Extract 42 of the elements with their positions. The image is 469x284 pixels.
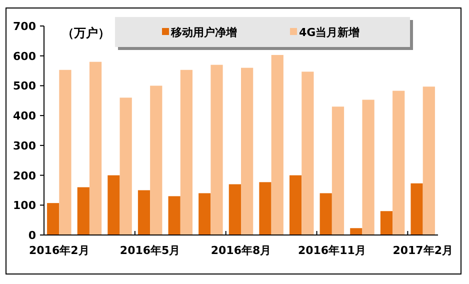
bar <box>77 187 90 235</box>
y-tick-label: 700 <box>13 20 36 33</box>
y-axis-title: （万户） <box>62 26 110 40</box>
x-tick-label: 2016年8月 <box>210 244 272 257</box>
bar <box>350 228 362 235</box>
bar <box>108 175 120 235</box>
bar <box>120 98 132 235</box>
bar <box>89 62 102 235</box>
bar <box>271 54 284 235</box>
y-tick-label: 300 <box>13 139 36 152</box>
y-tick-label: 200 <box>13 169 36 182</box>
bar <box>259 182 272 235</box>
bar <box>241 68 254 235</box>
legend-label: 移动用户净增 <box>170 26 237 39</box>
bar <box>210 64 223 235</box>
bar <box>332 106 344 235</box>
bar <box>47 203 60 235</box>
bar <box>180 70 193 235</box>
bar <box>150 86 162 235</box>
y-tick-label: 600 <box>13 50 36 63</box>
bar <box>228 184 241 235</box>
bar <box>198 193 211 235</box>
bar <box>289 175 302 235</box>
x-tick-label: 2016年5月 <box>120 244 180 257</box>
bar <box>59 70 72 235</box>
bar <box>410 183 423 235</box>
y-tick-label: 0 <box>28 229 36 242</box>
bar <box>422 86 435 235</box>
x-tick-label: 2017年2月 <box>392 244 453 257</box>
bar <box>320 193 332 235</box>
bar <box>380 211 393 235</box>
bar <box>168 196 180 235</box>
y-tick-label: 100 <box>13 199 36 212</box>
bar <box>302 72 314 235</box>
y-tick-label: 400 <box>13 110 36 123</box>
y-tick-label: 500 <box>13 80 36 93</box>
bar <box>362 100 374 235</box>
x-tick-label: 2016年2月 <box>29 244 90 257</box>
x-tick-label: 2016年11月 <box>298 244 366 257</box>
legend-label: 4G当月新增 <box>299 26 360 39</box>
bar <box>138 190 150 235</box>
bar <box>392 90 405 235</box>
